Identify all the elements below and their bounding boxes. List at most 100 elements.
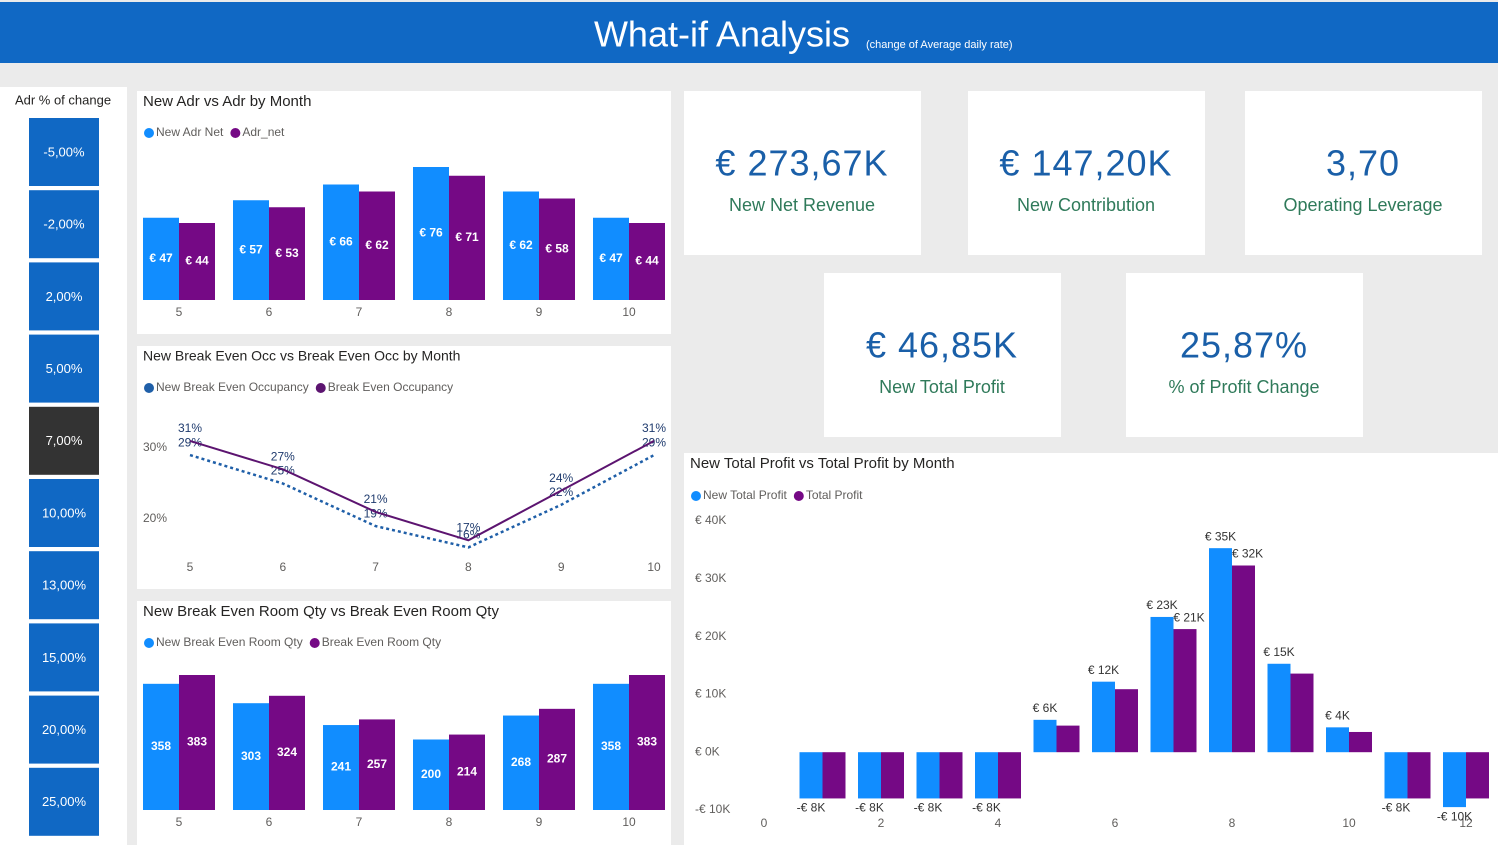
- legend-label: New Adr Net: [156, 125, 224, 139]
- slicer-label[interactable]: 15,00%: [42, 650, 87, 665]
- bar: [503, 715, 539, 810]
- data-label: 358: [601, 739, 621, 753]
- kpi-value: 3,70: [1326, 143, 1400, 184]
- kpi-card: [1126, 273, 1363, 437]
- data-label: € 23K: [1146, 598, 1177, 612]
- x-tick-label: 8: [465, 560, 472, 574]
- data-label: -€ 8K: [914, 801, 943, 815]
- slicer-label[interactable]: -2,00%: [43, 217, 85, 232]
- bar: [1326, 727, 1349, 753]
- bar: [449, 175, 485, 300]
- bar: [1443, 752, 1466, 808]
- data-label: 383: [637, 735, 657, 749]
- legend-marker: [230, 128, 241, 138]
- data-label: 287: [547, 752, 567, 766]
- slicer-button[interactable]: [29, 334, 99, 403]
- slicer-button[interactable]: [29, 406, 99, 475]
- bar: [799, 752, 823, 799]
- x-tick-label: 5: [187, 560, 194, 574]
- data-label: € 12K: [1088, 663, 1119, 677]
- slicer-button[interactable]: [29, 190, 99, 259]
- x-tick-label: 9: [536, 815, 543, 829]
- data-label: 21%: [364, 492, 388, 506]
- data-label: € 47: [599, 251, 623, 265]
- data-label: € 57: [239, 242, 263, 256]
- bar: [539, 708, 575, 810]
- bar: [179, 675, 215, 810]
- y-tick-label: € 10K: [695, 687, 726, 701]
- slicer-label[interactable]: 13,00%: [42, 578, 87, 593]
- data-label: € 47: [149, 251, 173, 265]
- legend-label: New Break Even Occupancy: [156, 380, 309, 394]
- y-tick-label: 30%: [143, 440, 167, 454]
- data-label: € 53: [275, 246, 299, 260]
- bar: [998, 752, 1021, 799]
- slicer-button[interactable]: [29, 262, 99, 331]
- data-label: -€ 8K: [972, 801, 1001, 815]
- chart-panel: [137, 346, 671, 589]
- data-label: 257: [367, 757, 387, 771]
- data-label: € 44: [635, 254, 659, 268]
- slicer-label[interactable]: 20,00%: [42, 722, 87, 737]
- kpi-label: Operating Leverage: [1283, 195, 1442, 215]
- kpi-card: [824, 273, 1061, 437]
- slicer-button[interactable]: [29, 767, 99, 836]
- data-label: 29%: [178, 435, 202, 449]
- bar: [413, 167, 449, 300]
- bar: [269, 695, 305, 810]
- bar: [1267, 663, 1291, 753]
- data-label: € 32K: [1232, 547, 1263, 561]
- slicer-button[interactable]: [29, 479, 99, 547]
- x-tick-label: 7: [356, 305, 363, 319]
- bar: [916, 752, 940, 799]
- data-label: 17%: [456, 520, 480, 534]
- y-tick-label: € 40K: [695, 513, 726, 527]
- bar: [858, 752, 881, 799]
- data-label: € 21K: [1173, 610, 1204, 624]
- data-label: 214: [457, 764, 477, 778]
- data-label: € 6K: [1033, 701, 1058, 715]
- slicer-button[interactable]: [29, 551, 99, 620]
- x-tick-label: 7: [356, 815, 363, 829]
- bar: [1349, 731, 1372, 753]
- data-label: 303: [241, 749, 261, 763]
- x-tick-label: 7: [372, 560, 379, 574]
- slicer-label[interactable]: 5,00%: [46, 361, 83, 376]
- slicer-label[interactable]: 7,00%: [46, 433, 83, 448]
- data-label: 31%: [178, 421, 202, 435]
- data-label: € 58: [545, 241, 569, 255]
- bar: [1150, 616, 1174, 753]
- line: [189, 439, 655, 542]
- data-label: 24%: [549, 471, 573, 485]
- x-tick-label: 12: [1459, 816, 1473, 830]
- y-tick-label: -€ 10K: [695, 802, 730, 816]
- data-label: € 35K: [1205, 529, 1236, 543]
- bar: [629, 675, 665, 810]
- x-tick-label: 6: [279, 560, 286, 574]
- bar: [822, 752, 846, 799]
- slicer-label[interactable]: 25,00%: [42, 794, 87, 809]
- slicer-button[interactable]: [29, 623, 99, 692]
- slicer-label[interactable]: -5,00%: [43, 144, 85, 159]
- header-bar: [0, 2, 1498, 63]
- bar: [503, 191, 539, 300]
- bar: [593, 217, 629, 300]
- kpi-value: 25,87%: [1180, 325, 1308, 366]
- data-label: € 44: [185, 254, 209, 268]
- legend-marker: [144, 383, 154, 393]
- kpi-label: New Net Revenue: [729, 195, 875, 215]
- bar: [881, 752, 904, 799]
- bar: [323, 184, 359, 300]
- slicer-label[interactable]: 2,00%: [46, 289, 83, 304]
- bar: [323, 725, 359, 810]
- slicer-label[interactable]: 10,00%: [42, 505, 87, 520]
- legend-marker: [144, 128, 154, 138]
- slicer-button[interactable]: [29, 695, 99, 764]
- slicer-button[interactable]: [29, 118, 99, 186]
- chart-panel: [137, 91, 671, 334]
- data-label: -€ 8K: [797, 801, 826, 815]
- bar: [449, 734, 485, 810]
- bar: [1115, 689, 1138, 753]
- x-tick-label: 6: [266, 815, 273, 829]
